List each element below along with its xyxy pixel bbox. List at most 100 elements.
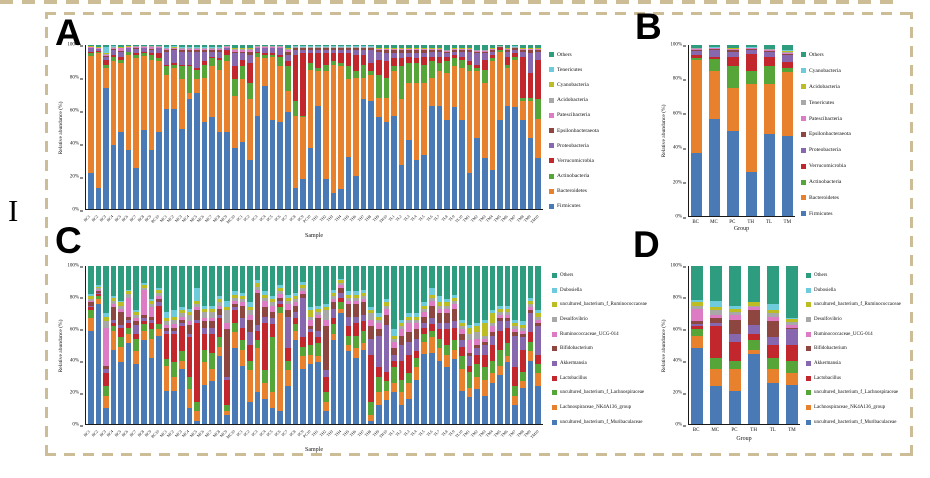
- bar-segment-Dubosiella: [247, 302, 253, 308]
- bar-segment-Epsilonbacteraeota: [519, 49, 526, 52]
- bar-segment-Bifidobacterium: [497, 318, 503, 322]
- bar-segment-Proteobacteria: [262, 48, 268, 54]
- bar-segment-Bifidobacterium: [178, 319, 185, 323]
- bar-segment-Epsilonbacteraeota: [209, 50, 215, 52]
- bar-segment-Bifidobacterium: [398, 335, 405, 346]
- bar-segment-Bacteroidetes: [497, 51, 503, 121]
- y-tick-label: 100%: [670, 42, 686, 48]
- x-tick: TL: [763, 218, 774, 238]
- bar-segment-uncultured_bacterium_f_Lachnospiraceae: [110, 326, 117, 331]
- bar-segment-Bifidobacterium: [216, 308, 223, 316]
- bar-segment-Others: [527, 266, 534, 298]
- bar-segment-Lachnospiraceae_NK4A136_group: [224, 411, 230, 415]
- bar-segment-Others: [383, 45, 390, 49]
- bar-segment-Patescibacteria: [247, 50, 253, 52]
- bar-segment-Patescibacteria: [519, 49, 526, 50]
- legend-swatch: [549, 112, 554, 118]
- bar-segment-Epsilonbacteraeota: [360, 48, 367, 50]
- bar-segment-Bacteroidetes: [474, 71, 481, 139]
- bar-segment-Epsilonbacteraeota: [292, 48, 299, 50]
- bar-segment-Others: [163, 266, 170, 312]
- bar-segment-Others: [231, 45, 238, 48]
- panel-c-y-axis-title: Relative abundance (%): [58, 319, 64, 372]
- y-tick-label: 0%: [72, 422, 83, 428]
- x-tick: TH5: [341, 211, 351, 231]
- bar-segment-Desulfovibrio: [315, 311, 321, 316]
- bar-segment-Epsilonbacteraeota: [429, 49, 435, 52]
- stacked-bar-TL5: [421, 266, 428, 424]
- bar-segment-Verrucomicrobia: [148, 53, 155, 55]
- bar-segment-Bifidobacterium: [224, 329, 230, 377]
- bar-segment-Actinobacteria: [519, 97, 526, 101]
- legend-swatch: [801, 116, 806, 121]
- bar-segment-Patescibacteria: [413, 49, 420, 50]
- bar-segment-Others: [482, 266, 488, 320]
- x-tick: TH4: [333, 426, 344, 446]
- x-tick: TM: [786, 426, 798, 446]
- bar-segment-Ruminococcaceae_UCG-014: [285, 303, 291, 311]
- bar-segment-Actinobacteria: [148, 54, 155, 60]
- bar-segment-Ruminococcaceae_UCG-014: [307, 319, 314, 327]
- bar-segment-Others: [353, 266, 359, 292]
- stacked-bar-MC10: [231, 266, 238, 424]
- y-tick-label: 40%: [672, 145, 687, 151]
- bar-segment-Lactobacillus: [209, 333, 215, 353]
- bar-segment-Lachnospiraceae_NK4A136_group: [216, 346, 223, 357]
- legend-label: Lactobacillus: [814, 375, 841, 381]
- stacked-bar-BC: [691, 45, 703, 216]
- bar-segment-Verrucomicrobia: [88, 51, 94, 54]
- bar-segment-Actinobacteria: [194, 69, 200, 80]
- bar-segment-Proteobacteria: [186, 51, 193, 65]
- bar-segment-Verrucomicrobia: [231, 66, 238, 80]
- bar-segment-Verrucomicrobia: [125, 51, 132, 53]
- bar-segment-Firmicutes: [763, 133, 775, 216]
- bar-segment-Lactobacillus: [239, 327, 246, 341]
- bar-segment-uncultured_bacterium_f_Lachnospiraceae: [474, 364, 481, 377]
- legend-item: Epsilonbacteraeota: [801, 126, 851, 142]
- bar-segment-uncultured_bacterium_f_Lachnospiraceae: [519, 371, 526, 382]
- bar-segment-Proteobacteria: [781, 55, 794, 63]
- x-tick-label: PC1: [235, 213, 244, 223]
- bar-segment-Others: [262, 266, 268, 292]
- bar-segment-Akkermansia: [277, 300, 284, 304]
- bar-segment-Patescibacteria: [194, 49, 200, 50]
- stacked-bar-TH4: [338, 266, 344, 424]
- bar-segment-Others: [338, 45, 344, 47]
- bar-segment-Dubosiella: [482, 319, 488, 323]
- stacked-bar-BC8: [141, 266, 147, 424]
- bar-segment-Proteobacteria: [209, 51, 215, 57]
- bar-segment-Verrucomicrobia: [512, 53, 518, 57]
- bar-segment-Others: [489, 266, 496, 311]
- bar-segment-Actinobacteria: [466, 64, 473, 72]
- stacked-bar-TH10: [383, 266, 390, 424]
- bar-segment-Others: [186, 266, 193, 309]
- x-tick: TL9: [448, 426, 458, 446]
- x-tick-label: PC4: [257, 213, 267, 223]
- bar-segment-Lachnospiraceae_NK4A136_group: [141, 330, 147, 341]
- bar-segment-Proteobacteria: [353, 49, 359, 55]
- bar-segment-Patescibacteria: [292, 47, 299, 49]
- x-tick: PC3: [250, 211, 260, 231]
- bar-segment-Epsilonbacteraeota: [269, 47, 276, 49]
- bar-segment-Actinobacteria: [231, 79, 238, 96]
- stacked-bar-TH5: [345, 45, 352, 209]
- bar-segment-uncultured_bacterium_f_Muribaculaceae: [482, 395, 488, 424]
- bar-segment-Epsilonbacteraeota: [345, 48, 352, 50]
- bar-segment-Proteobacteria: [148, 49, 155, 54]
- bar-segment-Verrucomicrobia: [322, 53, 329, 65]
- stacked-bar-TH1: [315, 45, 321, 209]
- bar-segment-Others: [383, 266, 390, 300]
- x-tick: MC4: [181, 211, 192, 231]
- x-tick-label: PC10: [301, 213, 312, 224]
- bar-segment-Verrucomicrobia: [535, 59, 541, 100]
- bar-segment-Actinobacteria: [163, 66, 170, 75]
- bar-segment-Bifidobacterium: [391, 348, 397, 355]
- bar-segment-Dubosiella: [224, 300, 230, 308]
- bar-segment-Lactobacillus: [254, 330, 261, 341]
- bar-segment-Lachnospiraceae_NK4A136_group: [353, 348, 359, 358]
- bar-segment-Dubosiella: [254, 280, 261, 284]
- bar-segment-Others: [216, 45, 223, 47]
- y-tick-label: 60%: [672, 111, 687, 117]
- stacked-bar-PC9: [300, 45, 306, 209]
- stacked-bar-TL4: [413, 266, 420, 424]
